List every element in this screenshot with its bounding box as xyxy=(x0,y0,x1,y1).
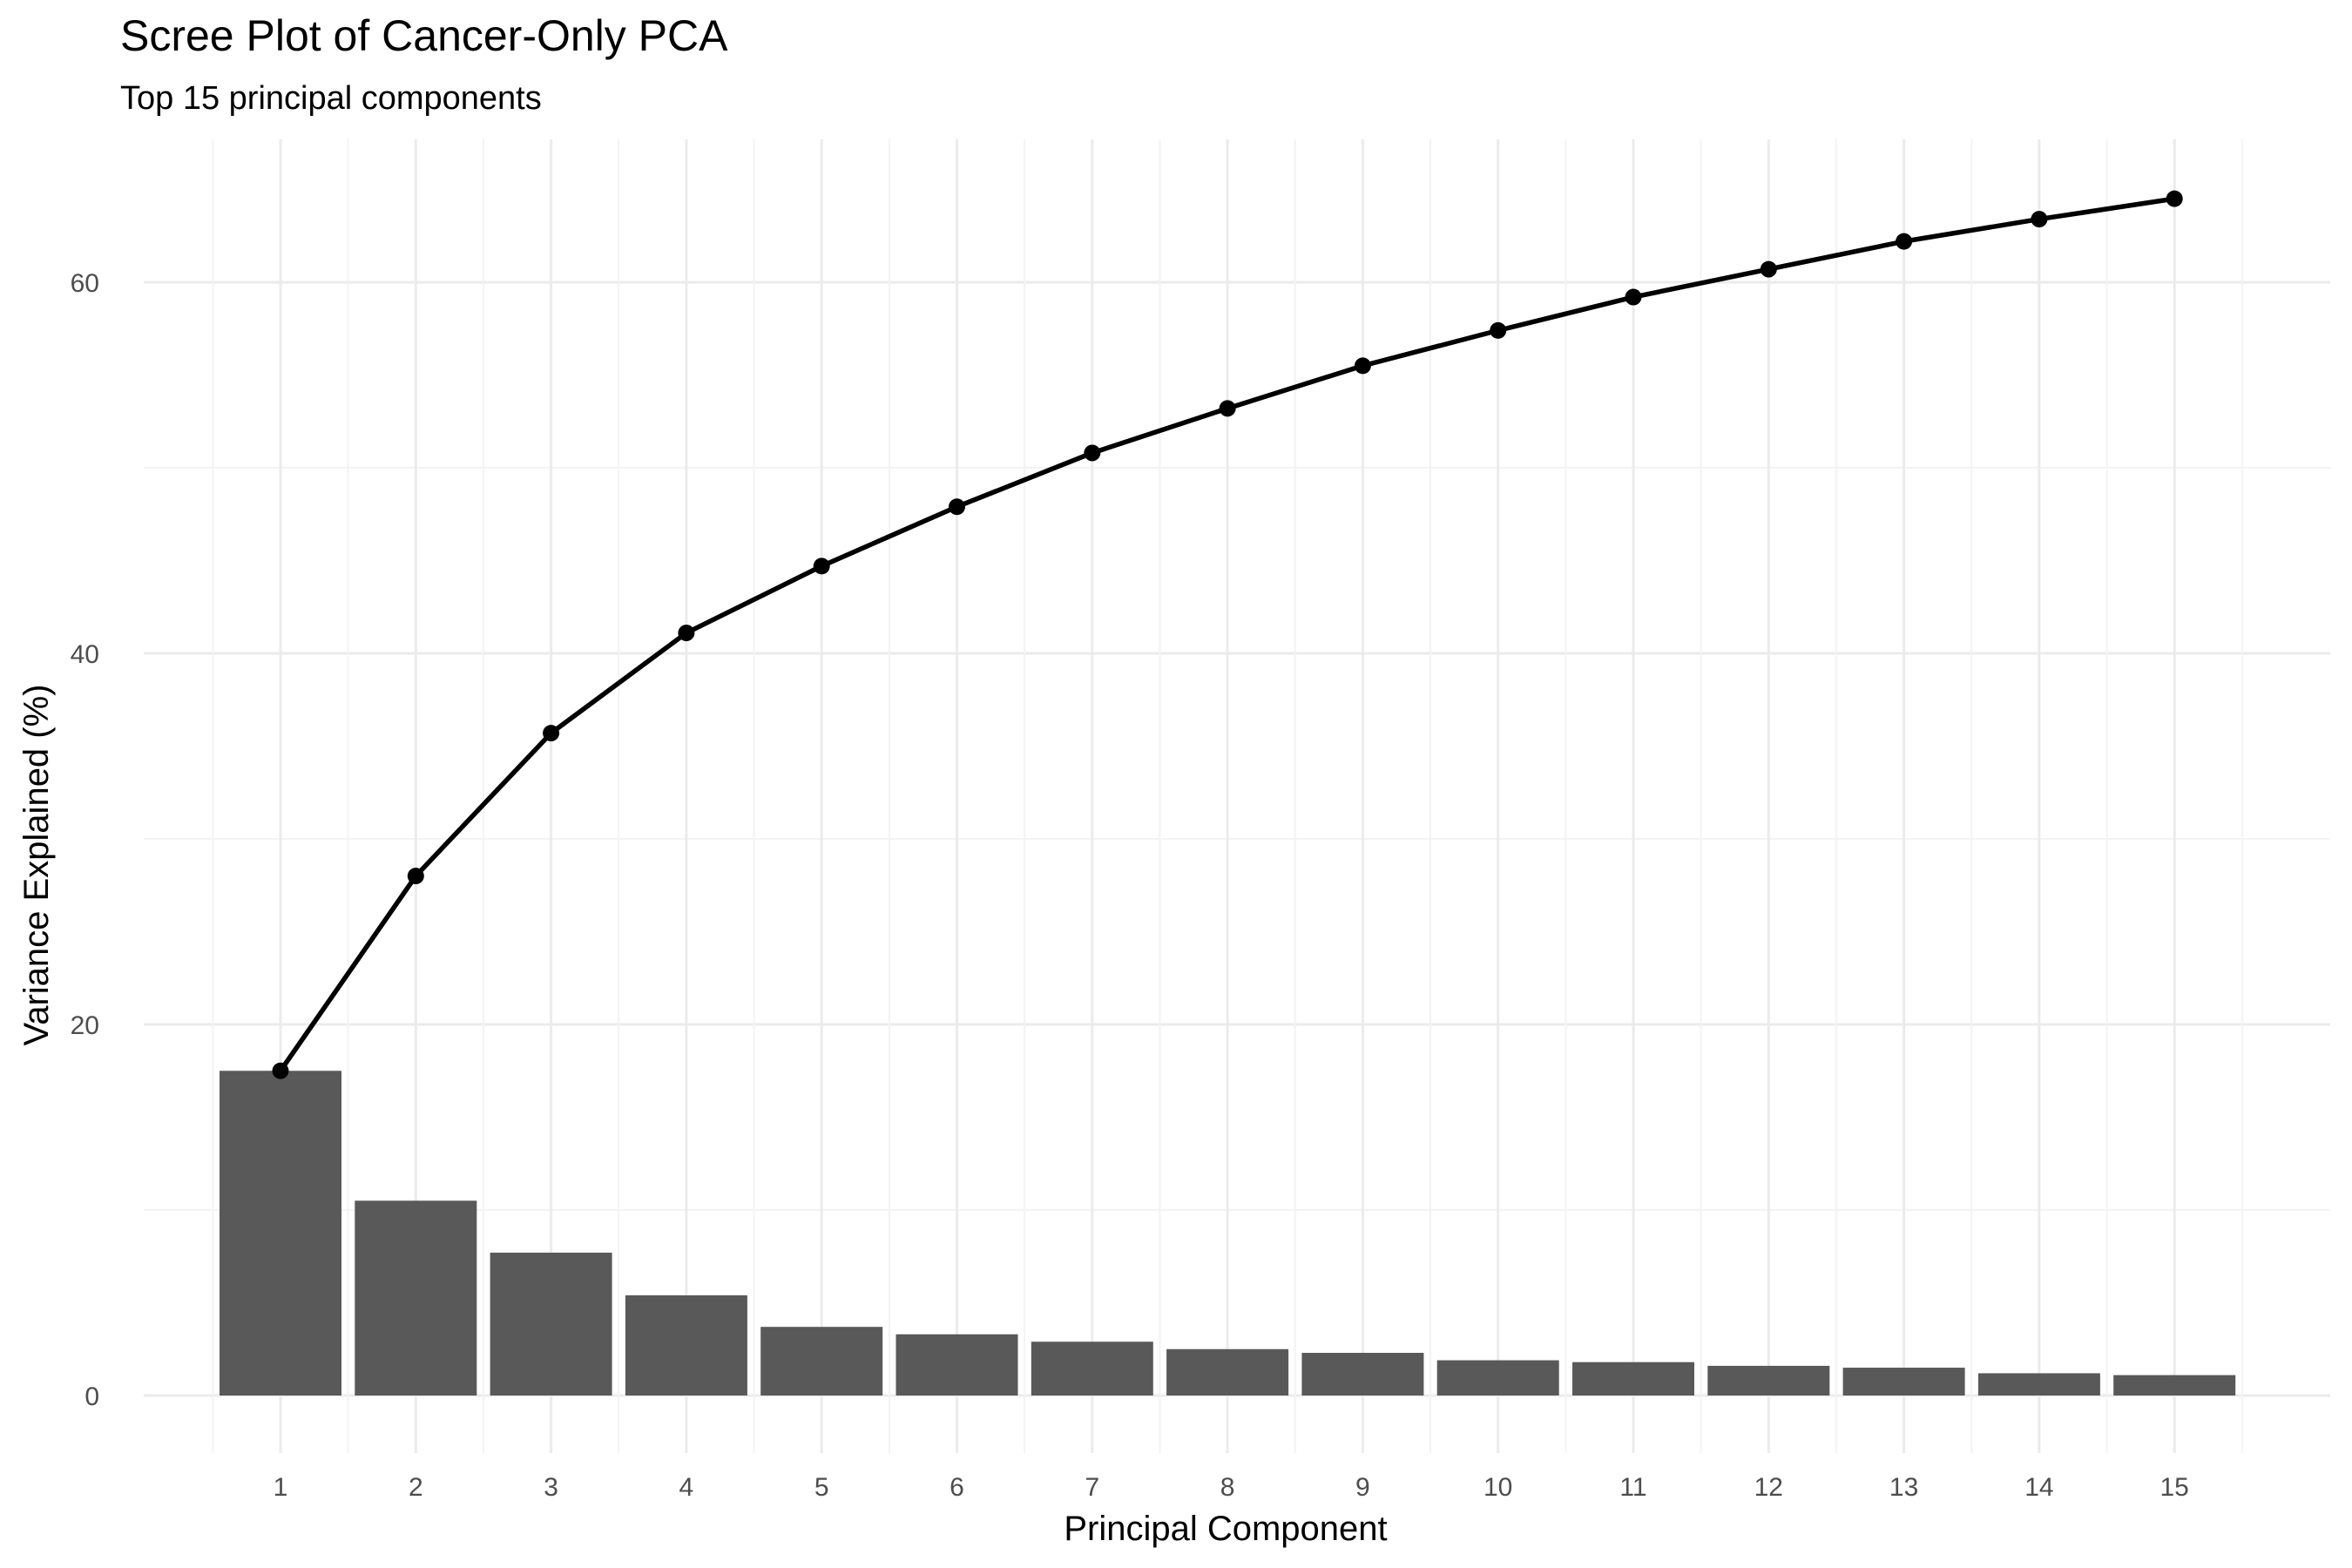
x-tick-label: 4 xyxy=(679,1473,694,1502)
cumulative-points xyxy=(272,190,2183,1079)
bar-pc-4 xyxy=(625,1294,747,1396)
cumulative-point-pc-8 xyxy=(1219,400,1236,417)
x-tick-label: 6 xyxy=(950,1473,964,1502)
bar-pc-6 xyxy=(896,1334,1018,1396)
bar-pc-3 xyxy=(490,1252,612,1396)
cumulative-point-pc-7 xyxy=(1084,444,1101,462)
bar-pc-5 xyxy=(760,1327,883,1396)
bar-pc-15 xyxy=(2113,1375,2236,1396)
bar-pc-11 xyxy=(1572,1362,1694,1396)
x-tick-label: 2 xyxy=(409,1473,423,1502)
cumulative-point-pc-1 xyxy=(272,1062,289,1079)
cumulative-point-pc-4 xyxy=(678,625,695,642)
y-axis-title: Variance Explained (%) xyxy=(17,684,56,1045)
x-tick-label: 7 xyxy=(1085,1473,1099,1502)
x-tick-label: 5 xyxy=(814,1473,829,1502)
cumulative-point-pc-14 xyxy=(2031,211,2048,228)
y-tick-label: 60 xyxy=(71,269,99,298)
y-axis-ticks: 0 20 40 60 xyxy=(71,269,99,1411)
bar-pc-9 xyxy=(1301,1353,1424,1396)
cumulative-point-pc-2 xyxy=(407,868,424,885)
x-tick-label: 9 xyxy=(1355,1473,1370,1502)
x-tick-label: 3 xyxy=(544,1473,558,1502)
cumulative-point-pc-11 xyxy=(1625,288,1642,306)
bar-pc-2 xyxy=(355,1200,477,1396)
x-tick-label: 14 xyxy=(2024,1473,2053,1502)
x-tick-label: 1 xyxy=(274,1473,288,1502)
bar-pc-12 xyxy=(1707,1365,1830,1396)
cumulative-point-pc-9 xyxy=(1354,357,1371,375)
y-tick-label: 0 xyxy=(84,1382,99,1411)
chart-title: Scree Plot of Cancer-Only PCA xyxy=(120,11,728,60)
y-tick-label: 40 xyxy=(71,640,99,669)
cumulative-point-pc-5 xyxy=(813,558,830,575)
bar-series xyxy=(220,1071,2236,1396)
cumulative-point-pc-10 xyxy=(1490,321,1507,339)
cumulative-point-pc-13 xyxy=(1896,233,1913,250)
chart-subtitle: Top 15 principal components xyxy=(120,80,542,117)
x-tick-label: 15 xyxy=(2160,1473,2189,1502)
bar-pc-13 xyxy=(1842,1368,1965,1396)
bar-pc-1 xyxy=(220,1071,341,1396)
x-axis-ticks: 1 2 3 4 5 6 7 8 9 10 11 12 13 14 15 xyxy=(274,1473,2189,1502)
cumulative-point-pc-15 xyxy=(2166,190,2183,207)
x-tick-label: 13 xyxy=(1889,1473,1918,1502)
bar-pc-8 xyxy=(1166,1348,1289,1396)
x-tick-label: 11 xyxy=(1619,1473,1646,1502)
y-tick-label: 20 xyxy=(71,1011,99,1040)
cumulative-point-pc-6 xyxy=(949,498,965,516)
x-axis-title: Principal Component xyxy=(1064,1510,1387,1548)
cumulative-point-pc-3 xyxy=(543,725,560,742)
bar-pc-14 xyxy=(1977,1373,2100,1396)
bar-pc-10 xyxy=(1436,1360,1559,1396)
bar-pc-7 xyxy=(1031,1342,1153,1396)
x-tick-label: 12 xyxy=(1754,1473,1783,1502)
grid-lines xyxy=(144,139,2330,1453)
cumulative-point-pc-12 xyxy=(1760,260,1777,278)
x-tick-label: 10 xyxy=(1484,1473,1512,1502)
x-tick-label: 8 xyxy=(1220,1473,1235,1502)
